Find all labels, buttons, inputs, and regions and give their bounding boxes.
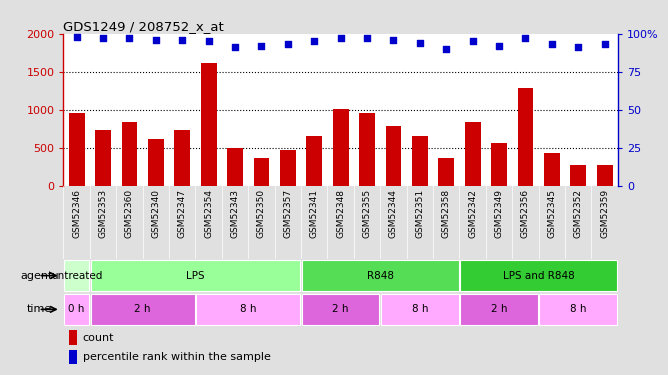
Point xyxy=(362,35,373,41)
Bar xyxy=(359,113,375,186)
Text: GDS1249 / 208752_x_at: GDS1249 / 208752_x_at xyxy=(63,20,224,33)
Text: GSM52344: GSM52344 xyxy=(389,189,398,238)
Bar xyxy=(438,158,454,186)
Bar xyxy=(570,165,587,186)
Point xyxy=(494,43,504,49)
Bar xyxy=(307,135,322,186)
Bar xyxy=(69,350,77,364)
Text: GSM52359: GSM52359 xyxy=(601,189,609,238)
Bar xyxy=(91,294,194,325)
Bar xyxy=(64,294,89,325)
Text: GSM52358: GSM52358 xyxy=(442,189,451,238)
Bar xyxy=(491,143,507,186)
Point xyxy=(546,41,557,47)
Bar xyxy=(597,165,613,186)
Point xyxy=(441,46,452,52)
Text: GSM52357: GSM52357 xyxy=(283,189,293,238)
Point xyxy=(573,44,584,50)
Text: agent: agent xyxy=(20,271,52,280)
Bar xyxy=(465,122,480,186)
Text: 2 h: 2 h xyxy=(491,304,507,314)
Bar xyxy=(333,109,349,186)
Bar xyxy=(385,126,401,186)
Bar xyxy=(518,88,534,186)
Text: GSM52355: GSM52355 xyxy=(363,189,371,238)
Text: 8 h: 8 h xyxy=(240,304,257,314)
Bar xyxy=(302,260,459,291)
Point xyxy=(388,37,399,43)
Point xyxy=(124,35,135,41)
Text: GSM52343: GSM52343 xyxy=(230,189,240,238)
Text: untreated: untreated xyxy=(51,271,102,280)
Bar xyxy=(254,158,269,186)
Bar xyxy=(69,330,77,345)
Bar xyxy=(412,136,428,186)
Text: GSM52342: GSM52342 xyxy=(468,189,477,238)
Bar xyxy=(280,150,296,186)
Point xyxy=(415,40,426,46)
Point xyxy=(98,35,108,41)
Bar xyxy=(381,294,459,325)
Bar xyxy=(196,294,301,325)
Bar xyxy=(122,122,138,186)
Point xyxy=(256,43,267,49)
Bar xyxy=(460,294,538,325)
Text: count: count xyxy=(83,333,114,343)
Text: GSM52346: GSM52346 xyxy=(72,189,81,238)
Text: LPS: LPS xyxy=(186,271,205,280)
Bar xyxy=(95,130,111,186)
Bar xyxy=(227,148,243,186)
Point xyxy=(520,35,531,41)
Point xyxy=(71,34,82,40)
Text: GSM52356: GSM52356 xyxy=(521,189,530,238)
Point xyxy=(150,37,161,43)
Text: R848: R848 xyxy=(367,271,393,280)
Bar xyxy=(201,63,216,186)
Bar xyxy=(302,294,379,325)
Text: 8 h: 8 h xyxy=(411,304,428,314)
Point xyxy=(230,44,240,50)
Text: GSM52352: GSM52352 xyxy=(574,189,582,238)
Text: GSM52349: GSM52349 xyxy=(494,189,504,238)
Text: 2 h: 2 h xyxy=(333,304,349,314)
Text: GSM52360: GSM52360 xyxy=(125,189,134,238)
Text: 2 h: 2 h xyxy=(134,304,151,314)
Bar xyxy=(460,260,617,291)
Text: GSM52353: GSM52353 xyxy=(99,189,108,238)
Point xyxy=(468,38,478,44)
Point xyxy=(335,35,346,41)
Text: GSM52340: GSM52340 xyxy=(152,189,160,238)
Bar xyxy=(544,153,560,186)
Text: GSM52351: GSM52351 xyxy=(415,189,424,238)
Text: percentile rank within the sample: percentile rank within the sample xyxy=(83,352,271,362)
Point xyxy=(309,38,319,44)
Text: GSM52348: GSM52348 xyxy=(336,189,345,238)
Text: 0 h: 0 h xyxy=(69,304,85,314)
Bar xyxy=(174,130,190,186)
Point xyxy=(283,41,293,47)
Text: LPS and R848: LPS and R848 xyxy=(503,271,574,280)
Text: GSM52354: GSM52354 xyxy=(204,189,213,238)
Text: GSM52350: GSM52350 xyxy=(257,189,266,238)
Point xyxy=(599,41,610,47)
Text: GSM52347: GSM52347 xyxy=(178,189,187,238)
Point xyxy=(203,38,214,44)
Bar xyxy=(91,260,301,291)
Bar xyxy=(148,139,164,186)
Text: time: time xyxy=(27,304,52,314)
Text: 8 h: 8 h xyxy=(570,304,587,314)
Text: GSM52345: GSM52345 xyxy=(547,189,556,238)
Bar xyxy=(540,294,617,325)
Bar xyxy=(64,260,89,291)
Bar xyxy=(69,113,85,186)
Point xyxy=(177,37,188,43)
Text: GSM52341: GSM52341 xyxy=(310,189,319,238)
